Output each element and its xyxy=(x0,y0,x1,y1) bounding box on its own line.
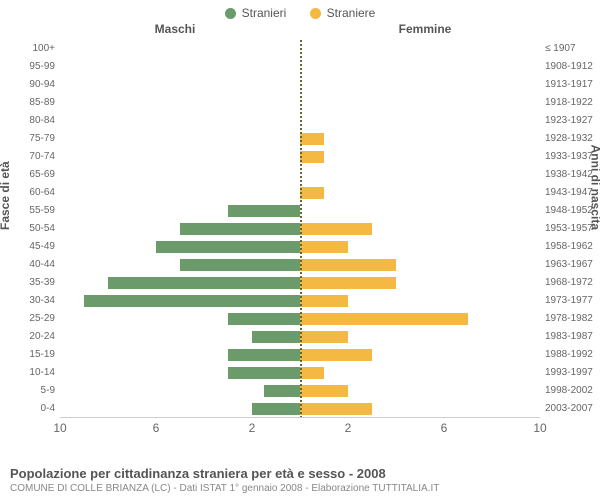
bar-female xyxy=(300,403,372,415)
birth-year-label: 1963-1967 xyxy=(545,258,600,272)
age-label: 0-4 xyxy=(0,402,55,416)
age-label: 15-19 xyxy=(0,348,55,362)
age-label: 60-64 xyxy=(0,186,55,200)
bar-female xyxy=(300,241,348,253)
bar-female xyxy=(300,259,396,271)
age-label: 50-54 xyxy=(0,222,55,236)
legend-item-male: Stranieri xyxy=(225,6,287,20)
bar-male xyxy=(180,259,300,271)
legend-item-female: Straniere xyxy=(310,6,376,20)
birth-year-label: 1938-1942 xyxy=(545,168,600,182)
birth-year-label: 1993-1997 xyxy=(545,366,600,380)
age-label: 25-29 xyxy=(0,312,55,326)
birth-year-label: 1933-1937 xyxy=(545,150,600,164)
birth-year-label: 1948-1952 xyxy=(545,204,600,218)
birth-year-label: 1958-1962 xyxy=(545,240,600,254)
birth-year-label: 1943-1947 xyxy=(545,186,600,200)
birth-year-label: 1998-2002 xyxy=(545,384,600,398)
age-label: 70-74 xyxy=(0,150,55,164)
birth-year-label: 1973-1977 xyxy=(545,294,600,308)
birth-year-label: 1913-1917 xyxy=(545,78,600,92)
column-title-female: Femmine xyxy=(310,22,540,36)
bar-male xyxy=(108,277,300,289)
column-title-male: Maschi xyxy=(60,22,290,36)
legend-label-male: Stranieri xyxy=(242,6,287,20)
age-label: 80-84 xyxy=(0,114,55,128)
age-label: 10-14 xyxy=(0,366,55,380)
x-axis: 10622610 xyxy=(60,417,540,438)
age-label: 55-59 xyxy=(0,204,55,218)
bar-female xyxy=(300,313,468,325)
bar-male xyxy=(228,205,300,217)
x-tick: 10 xyxy=(53,421,66,435)
legend-label-female: Straniere xyxy=(327,6,376,20)
legend: Stranieri Straniere xyxy=(0,0,600,22)
x-tick: 2 xyxy=(249,421,256,435)
birth-year-label: 1968-1972 xyxy=(545,276,600,290)
bar-female xyxy=(300,223,372,235)
bar-female xyxy=(300,187,324,199)
bar-female xyxy=(300,331,348,343)
birth-year-label: ≤ 1907 xyxy=(545,42,600,56)
age-label: 85-89 xyxy=(0,96,55,110)
age-label: 90-94 xyxy=(0,78,55,92)
bar-male xyxy=(180,223,300,235)
birth-year-label: 1908-1912 xyxy=(545,60,600,74)
bar-male xyxy=(156,241,300,253)
bar-female xyxy=(300,367,324,379)
legend-swatch-female xyxy=(310,8,321,19)
pyramid-area: Fasce di età Anni di nascita 100+≤ 19079… xyxy=(0,40,600,438)
chart-footer: Popolazione per cittadinanza straniera p… xyxy=(10,466,590,494)
age-label: 30-34 xyxy=(0,294,55,308)
bar-male xyxy=(228,367,300,379)
age-label: 75-79 xyxy=(0,132,55,146)
age-label: 45-49 xyxy=(0,240,55,254)
age-label: 65-69 xyxy=(0,168,55,182)
bar-female xyxy=(300,385,348,397)
x-tick: 6 xyxy=(441,421,448,435)
legend-swatch-male xyxy=(225,8,236,19)
bar-male xyxy=(84,295,300,307)
column-titles: Maschi Femmine xyxy=(0,22,600,40)
age-label: 5-9 xyxy=(0,384,55,398)
age-label: 95-99 xyxy=(0,60,55,74)
birth-year-label: 1983-1987 xyxy=(545,330,600,344)
chart-title: Popolazione per cittadinanza straniera p… xyxy=(10,466,590,481)
age-label: 40-44 xyxy=(0,258,55,272)
bar-male xyxy=(252,331,300,343)
x-tick: 2 xyxy=(345,421,352,435)
center-divider xyxy=(300,40,302,418)
age-label: 20-24 xyxy=(0,330,55,344)
chart-subtitle: COMUNE DI COLLE BRIANZA (LC) - Dati ISTA… xyxy=(10,483,590,494)
bar-female xyxy=(300,295,348,307)
birth-year-label: 1953-1957 xyxy=(545,222,600,236)
bar-female xyxy=(300,151,324,163)
bar-male xyxy=(252,403,300,415)
bar-female xyxy=(300,349,372,361)
bar-female xyxy=(300,277,396,289)
bar-female xyxy=(300,133,324,145)
age-label: 35-39 xyxy=(0,276,55,290)
bar-male xyxy=(228,313,300,325)
birth-year-label: 1988-1992 xyxy=(545,348,600,362)
birth-year-label: 1978-1982 xyxy=(545,312,600,326)
bar-male xyxy=(228,349,300,361)
birth-year-label: 2003-2007 xyxy=(545,402,600,416)
birth-year-label: 1923-1927 xyxy=(545,114,600,128)
bar-male xyxy=(264,385,300,397)
birth-year-label: 1928-1932 xyxy=(545,132,600,146)
age-label: 100+ xyxy=(0,42,55,56)
birth-year-label: 1918-1922 xyxy=(545,96,600,110)
population-pyramid-chart: Stranieri Straniere Maschi Femmine Fasce… xyxy=(0,0,600,500)
x-tick: 6 xyxy=(153,421,160,435)
x-tick: 10 xyxy=(533,421,546,435)
